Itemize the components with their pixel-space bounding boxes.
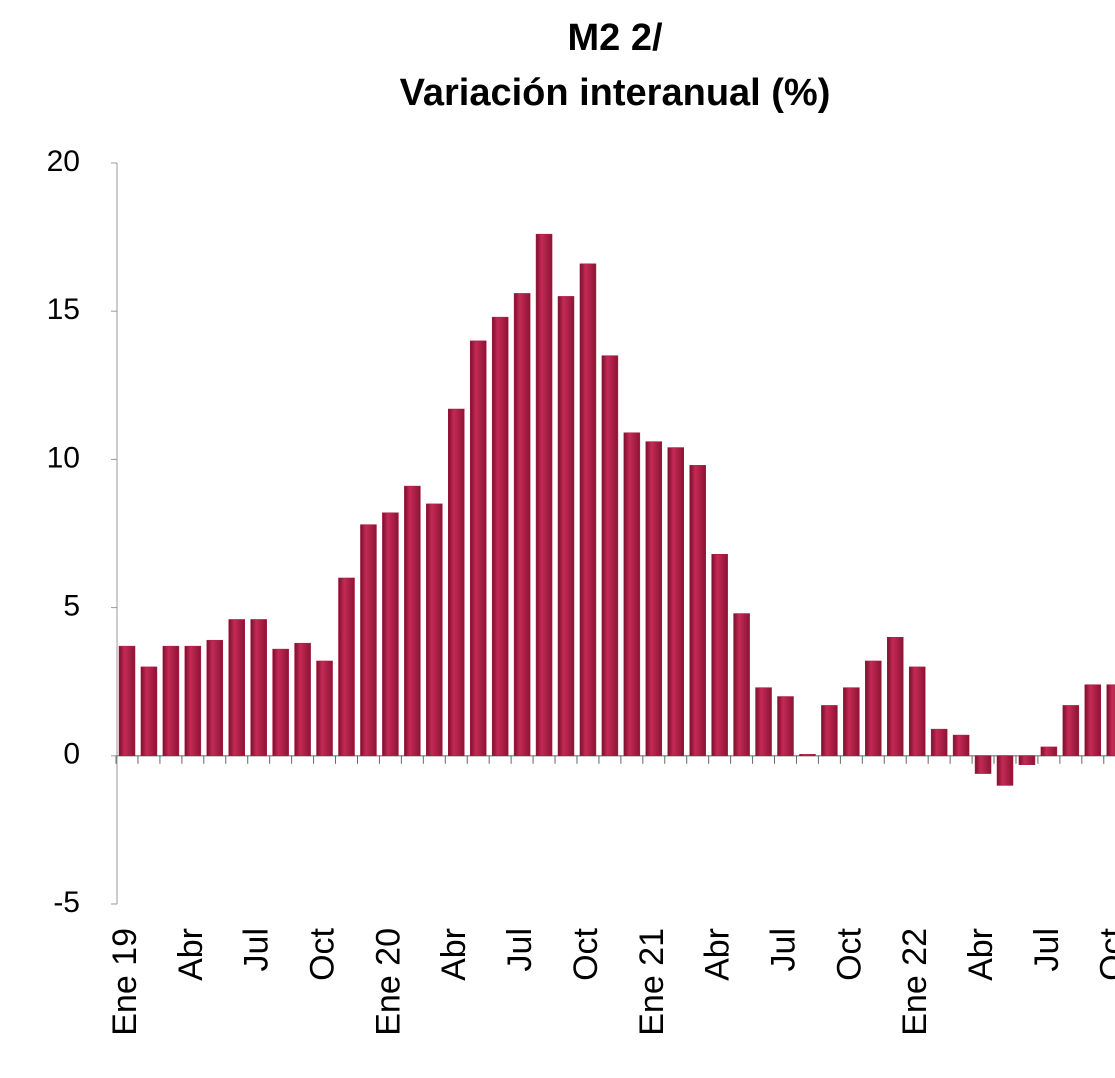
chart-subtitle: Variación interanual (%) xyxy=(400,72,831,114)
bar xyxy=(974,755,992,774)
bar xyxy=(513,293,531,757)
bar xyxy=(733,613,750,757)
bar xyxy=(996,755,1014,786)
x-tick-label: Oct xyxy=(1094,927,1115,980)
x-tick-label: Abr xyxy=(172,928,210,981)
y-tick-label: 0 xyxy=(63,738,80,771)
bar xyxy=(250,619,267,757)
bar xyxy=(162,645,180,757)
bar xyxy=(491,316,509,757)
bar xyxy=(887,636,904,757)
bar xyxy=(843,687,860,757)
bar xyxy=(689,465,706,757)
bar xyxy=(645,441,663,757)
bar xyxy=(579,263,597,757)
x-tick-label: Abr xyxy=(962,928,1000,981)
bar xyxy=(908,666,926,757)
x-tick-label: Abr xyxy=(435,928,473,981)
bar xyxy=(952,734,970,757)
bar xyxy=(316,660,333,757)
bar xyxy=(1106,684,1115,757)
x-tick-label: Oct xyxy=(830,927,868,980)
bar xyxy=(184,645,202,757)
bar xyxy=(426,503,443,757)
x-tick-label: Jul xyxy=(501,928,539,971)
bar xyxy=(711,553,728,757)
x-tick-label: Jul xyxy=(764,928,802,971)
bar xyxy=(799,754,816,757)
x-tick-label: Jul xyxy=(1028,928,1066,971)
bar xyxy=(469,340,487,757)
x-tick-label: Abr xyxy=(699,928,737,981)
x-tick-label: Ene 21 xyxy=(633,928,671,1036)
x-tick-label: Jul xyxy=(238,928,276,971)
bar xyxy=(382,512,399,757)
x-tick-label: Ene 22 xyxy=(896,928,934,1036)
x-tick-label: Ene 20 xyxy=(369,928,407,1036)
bar xyxy=(777,696,794,757)
bar xyxy=(338,577,355,757)
bar xyxy=(930,728,948,757)
bar xyxy=(294,642,311,757)
x-tick-label: Ene 19 xyxy=(106,928,144,1036)
bar xyxy=(1040,746,1058,757)
bar xyxy=(140,666,158,757)
bar xyxy=(755,687,772,757)
y-tick-label: -5 xyxy=(53,886,80,919)
y-tick-label: 20 xyxy=(47,145,80,178)
bar xyxy=(821,705,838,757)
x-tick-label: Oct xyxy=(567,927,605,980)
bar xyxy=(865,660,882,757)
bar xyxy=(1018,755,1036,765)
bar xyxy=(535,233,553,757)
bar xyxy=(360,524,377,757)
chart-title: M2 2/ xyxy=(567,17,662,59)
bar xyxy=(1062,705,1080,757)
bar xyxy=(272,648,289,757)
bar xyxy=(206,639,224,757)
bar xyxy=(118,645,136,757)
bar xyxy=(623,432,641,757)
x-tick-label: Oct xyxy=(304,927,342,980)
y-tick-label: 5 xyxy=(63,590,80,623)
bar xyxy=(404,485,421,757)
bar xyxy=(601,355,619,757)
bar xyxy=(667,447,684,757)
y-tick-label: 10 xyxy=(47,441,80,474)
y-tick-label: 15 xyxy=(47,293,80,326)
bar xyxy=(1084,684,1102,757)
bar xyxy=(557,296,575,757)
bar xyxy=(448,408,465,757)
bar xyxy=(228,619,245,757)
